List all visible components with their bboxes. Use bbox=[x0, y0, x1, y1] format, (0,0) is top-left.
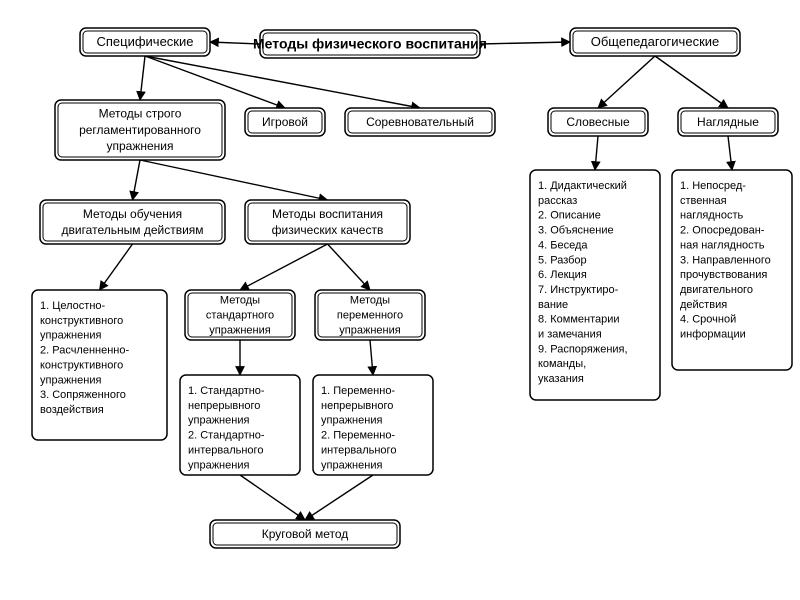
node-visual_list-line2: наглядность bbox=[680, 210, 743, 222]
node-visual_list-line10: информации bbox=[680, 329, 746, 341]
node-verbal_list-line9: 8. Комментарии bbox=[538, 314, 620, 326]
node-list_var-line1: непрерывного bbox=[321, 400, 393, 412]
edge-list_std-circ bbox=[240, 475, 305, 520]
node-list_std: 1. Стандартно-непрерывного упражнения 2. С… bbox=[180, 375, 300, 475]
node-list1-line5: упражнения bbox=[40, 374, 101, 386]
node-visual_list-line3: 2. Опосредован- bbox=[680, 225, 765, 237]
node-list_var-line2: упражнения bbox=[321, 415, 382, 427]
node-verbal_list-line13: указания bbox=[538, 373, 584, 385]
node-verbal_list-line8: вание bbox=[538, 299, 568, 311]
node-verbal_list-line7: 7. Инструктиро- bbox=[538, 284, 619, 296]
edge-visual-visual_list bbox=[728, 136, 732, 170]
node-visual_list-line5: 3. Направленного bbox=[680, 254, 771, 266]
node-verbal-line0: Словесные bbox=[566, 115, 630, 129]
node-circ-line0: Круговой метод bbox=[262, 527, 349, 541]
node-root: Методы физического воспитания bbox=[253, 30, 487, 58]
node-list_var: 1. Переменно-непрерывного упражнения 2. Пе… bbox=[313, 375, 433, 475]
node-circ: Круговой метод bbox=[210, 520, 400, 548]
node-verbal_list-line6: 6. Лекция bbox=[538, 269, 587, 281]
node-strict-line0: Методы строго bbox=[99, 107, 182, 121]
node-list1-line7: воздействия bbox=[40, 404, 104, 416]
node-verbal_list-line3: 3. Объяснение bbox=[538, 225, 614, 237]
node-list_var-line3: 2. Переменно- bbox=[321, 430, 395, 442]
node-compet-line0: Соревновательный bbox=[366, 115, 474, 129]
node-verbal_list-line11: 9. Распоряжения, bbox=[538, 343, 628, 355]
node-visual_list-line6: прочувствования bbox=[680, 269, 767, 281]
node-learn-line0: Методы обучения bbox=[83, 207, 182, 221]
node-list_std-line1: непрерывного bbox=[188, 400, 260, 412]
node-learn: Методы обучения двигательным действиям bbox=[40, 200, 225, 244]
node-std-line1: стандартного bbox=[206, 310, 274, 322]
node-spec: Специфические bbox=[80, 28, 210, 56]
node-var-line1: переменного bbox=[337, 310, 403, 322]
node-visual_list-line7: двигательного bbox=[680, 284, 753, 296]
node-strict-line1: регламентированного bbox=[79, 123, 201, 137]
node-list_std-line0: 1. Стандартно- bbox=[188, 385, 265, 397]
node-visual_list-line1: ственная bbox=[680, 195, 727, 207]
node-verbal_list: 1. Дидактический рассказ 2. Описание 3. Объ… bbox=[530, 170, 660, 400]
node-game: Игровой bbox=[245, 108, 325, 136]
node-list1-line4: конструктивного bbox=[40, 359, 123, 371]
node-list1: 1. Целостно-конструктивного упражнения 2. … bbox=[32, 290, 167, 440]
node-strict-line2: упражнения bbox=[106, 139, 173, 153]
node-list1-line1: конструктивного bbox=[40, 315, 123, 327]
node-visual_list-line9: 4. Срочной bbox=[680, 314, 736, 326]
edge-qual-var bbox=[328, 244, 371, 290]
node-list1-line2: упражнения bbox=[40, 330, 101, 342]
node-qual-line1: физических качеств bbox=[272, 223, 384, 237]
node-strict: Методы строго регламентированного упражнен… bbox=[55, 100, 225, 160]
edge-strict-learn bbox=[133, 160, 141, 200]
node-std: Методы стандартного упражнения bbox=[185, 290, 295, 340]
node-list1-line0: 1. Целостно- bbox=[40, 300, 106, 312]
node-list_std-line3: 2. Стандартно- bbox=[188, 430, 265, 442]
node-verbal_list-line12: команды, bbox=[538, 358, 586, 370]
node-var: Методы переменного упражнения bbox=[315, 290, 425, 340]
edge-peda-visual bbox=[655, 56, 728, 108]
node-list_var-line5: упражнения bbox=[321, 459, 382, 471]
node-verbal_list-line2: 2. Описание bbox=[538, 210, 601, 222]
node-verbal_list-line0: 1. Дидактический bbox=[538, 180, 627, 192]
edge-qual-std bbox=[240, 244, 328, 290]
node-visual: Наглядные bbox=[678, 108, 778, 136]
node-var-line0: Методы bbox=[350, 295, 390, 307]
edge-learn-list1 bbox=[100, 244, 133, 290]
node-spec-line0: Специфические bbox=[96, 34, 193, 49]
node-list_std-line5: упражнения bbox=[188, 459, 249, 471]
node-learn-line1: двигательным действиям bbox=[61, 223, 203, 237]
node-verbal_list-line4: 4. Беседа bbox=[538, 239, 588, 251]
diagram-canvas: Методы физического воспитания Специфическ… bbox=[0, 0, 800, 600]
node-list1-line3: 2. Расчленненно- bbox=[40, 345, 129, 357]
node-visual_list: 1. Непосред-ственная наглядность 2. Опосре… bbox=[672, 170, 792, 370]
node-list_std-line2: упражнения bbox=[188, 415, 249, 427]
node-qual: Методы воспитания физических качеств bbox=[245, 200, 410, 244]
node-list_std-line4: интервального bbox=[188, 444, 263, 456]
node-visual_list-line0: 1. Непосред- bbox=[680, 180, 746, 192]
edge-list_var-circ bbox=[305, 475, 373, 520]
node-list_var-line4: интервального bbox=[321, 444, 396, 456]
edge-root-peda bbox=[480, 42, 570, 44]
node-list1-line6: 3. Сопряженного bbox=[40, 389, 126, 401]
node-visual_list-line8: действия bbox=[680, 299, 727, 311]
node-verbal: Словесные bbox=[548, 108, 648, 136]
node-compet: Соревновательный bbox=[345, 108, 495, 136]
node-verbal_list-line5: 5. Разбор bbox=[538, 254, 587, 266]
edge-strict-qual bbox=[140, 160, 328, 200]
edge-spec-strict bbox=[140, 56, 145, 100]
edge-verbal-verbal_list bbox=[595, 136, 598, 170]
node-verbal_list-line10: и замечания bbox=[538, 329, 602, 341]
node-var-line2: упражнения bbox=[339, 324, 400, 336]
node-peda-line0: Общепедагогические bbox=[591, 34, 720, 49]
node-root-line0: Методы физического воспитания bbox=[253, 36, 487, 52]
node-std-line2: упражнения bbox=[209, 324, 270, 336]
node-verbal_list-line1: рассказ bbox=[538, 195, 577, 207]
edge-peda-verbal bbox=[598, 56, 655, 108]
node-peda: Общепедагогические bbox=[570, 28, 740, 56]
node-game-line0: Игровой bbox=[262, 115, 308, 129]
node-visual-line0: Наглядные bbox=[697, 115, 759, 129]
edge-var-list_var bbox=[370, 340, 373, 375]
node-std-line0: Методы bbox=[220, 295, 260, 307]
node-qual-line0: Методы воспитания bbox=[272, 207, 383, 221]
node-visual_list-line4: ная наглядность bbox=[680, 239, 765, 251]
node-list_var-line0: 1. Переменно- bbox=[321, 385, 395, 397]
